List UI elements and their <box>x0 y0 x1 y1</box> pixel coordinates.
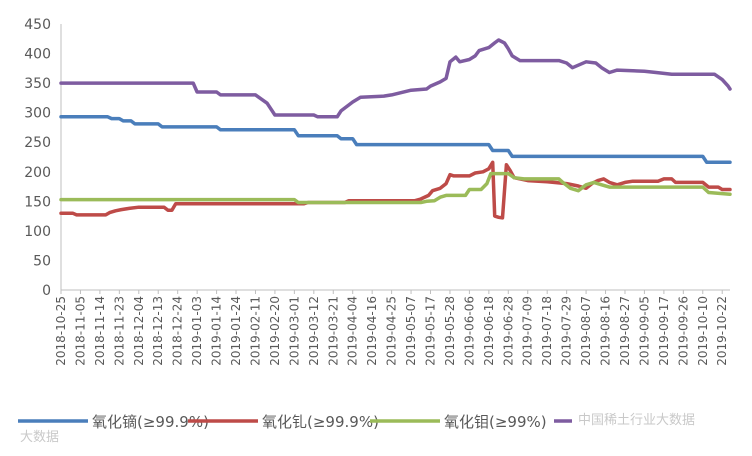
y-tick-label: 200 <box>24 165 51 181</box>
x-tick-label: 2019-09-05 <box>637 296 651 366</box>
x-axis-ticks: 2018-10-25 2018-11-05 2018-11-14 2018-11-23… <box>54 290 729 366</box>
x-tick-label: 2019-05-07 <box>404 296 418 366</box>
x-tick-label: 2019-02-11 <box>248 296 262 366</box>
x-tick-label: 2018-10-25 <box>54 296 68 366</box>
x-tick-label: 2019-06-18 <box>482 296 496 366</box>
y-tick-label: 350 <box>24 76 51 92</box>
series-line-2 <box>59 160 732 220</box>
x-tick-label: 2019-04-16 <box>365 296 379 366</box>
x-tick-label: 2019-02-20 <box>268 296 282 366</box>
x-tick-label: 2019-10-22 <box>715 296 729 366</box>
y-tick-label: 50 <box>33 253 51 269</box>
y-tick-label: 450 <box>24 17 51 33</box>
axes-layer <box>60 24 730 291</box>
x-tick-label: 2019-01-14 <box>210 296 224 366</box>
x-tick-label: 2019-07-18 <box>540 296 554 366</box>
x-tick-label: 2019-06-28 <box>501 296 515 366</box>
y-axis-ticks: 0 50 100 150 200 250 300 350 400 450 <box>24 17 51 299</box>
x-tick-label: 2019-01-24 <box>229 296 243 366</box>
x-tick-label: 2018-11-23 <box>112 296 126 366</box>
series-line-3 <box>59 171 732 205</box>
y-tick-label: 0 <box>42 283 51 299</box>
x-tick-label: 2019-08-16 <box>599 296 613 366</box>
x-tick-label: 2019-03-01 <box>287 296 301 366</box>
y-tick-label: 250 <box>24 135 51 151</box>
x-tick-label: 2019-03-12 <box>307 296 321 366</box>
x-tick-label: 2019-05-17 <box>424 296 438 366</box>
x-tick-label: 2019-06-06 <box>462 296 476 366</box>
x-tick-label: 2018-12-24 <box>171 296 185 366</box>
x-tick-label: 2018-12-13 <box>151 296 165 366</box>
y-tick-label: 150 <box>24 194 51 210</box>
x-tick-label: 2019-09-17 <box>657 296 671 366</box>
watermark-brand-text: 中国稀土行业大数据 <box>578 413 696 428</box>
legend-label-3: 氧化钼(≥99%) <box>444 413 547 431</box>
x-tick-label: 2019-07-09 <box>521 296 535 366</box>
series-lines <box>59 38 732 220</box>
x-tick-label: 2019-10-10 <box>696 296 710 366</box>
legend: 氧化镝(≥99.9%) 氧化钆(≥99.9%) 氧化钼(≥99%) <box>18 413 572 431</box>
x-tick-label: 2019-09-26 <box>676 296 690 366</box>
legend-label-1: 氧化镝(≥99.9%) <box>92 413 209 431</box>
x-tick-label: 2018-11-05 <box>73 296 87 366</box>
x-tick-label: 2018-11-14 <box>93 296 107 366</box>
x-tick-label: 2019-08-27 <box>618 296 632 366</box>
watermark-corner-text: 大数据 <box>20 430 60 445</box>
y-tick-label: 300 <box>24 106 51 122</box>
legend-label-2: 氧化钆(≥99.9%) <box>262 413 379 431</box>
series-line-4 <box>59 38 732 119</box>
series-line-1 <box>59 115 732 165</box>
x-tick-label: 2018-12-04 <box>132 296 146 366</box>
x-tick-label: 2019-04-04 <box>346 296 360 366</box>
y-tick-label: 100 <box>24 224 51 240</box>
x-tick-label: 2019-07-29 <box>560 296 574 366</box>
y-tick-label: 400 <box>24 47 51 63</box>
x-tick-label: 2019-01-03 <box>190 296 204 366</box>
x-tick-label: 2019-08-07 <box>579 296 593 366</box>
x-tick-label: 2019-05-28 <box>443 296 457 366</box>
x-tick-label: 2019-04-25 <box>385 296 399 366</box>
x-tick-label: 2019-03-21 <box>326 296 340 366</box>
